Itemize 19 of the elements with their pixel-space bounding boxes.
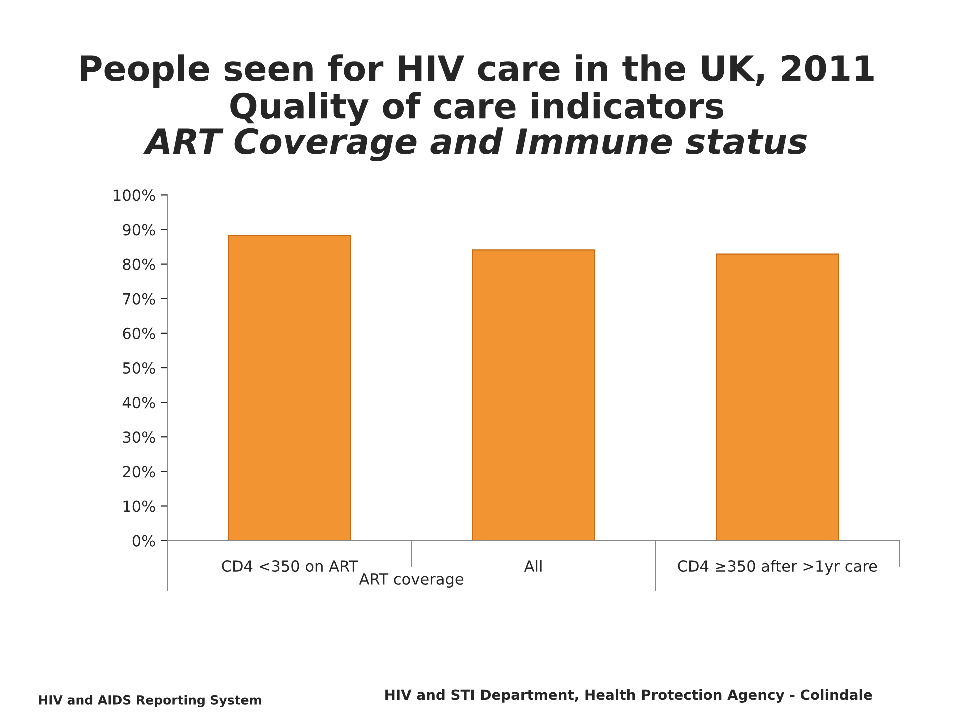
chart-subtitle: ART Coverage and Immune status (143, 128, 808, 162)
x-tick-label: CD4 <350 on ART (222, 560, 358, 572)
y-tick-label: 100% (114, 190, 156, 202)
y-tick-label: 30% (123, 432, 156, 444)
y-tick-label: 90% (123, 224, 156, 236)
y-tick-label: 70% (123, 293, 156, 305)
text: HIV and STI Department, Health Protection Agency - Colindale (386, 689, 872, 704)
x-tick-label: All (524, 560, 542, 572)
y-tick-label: 40% (122, 397, 156, 409)
y-tick-label: 80% (123, 258, 156, 270)
y-tick-label: 60% (123, 328, 156, 340)
chart-title: People seen for HIV care in the UK, 2011 Quality of care indicators (81, 54, 874, 126)
y-tick-label: 10% (124, 500, 156, 512)
text: HIV and AIDS Reporting System (39, 695, 262, 708)
text: ART coverage (359, 574, 464, 588)
y-tick-label: 50% (123, 362, 156, 374)
y-tick-label: 20% (123, 466, 156, 478)
y-tick-label: 0% (132, 535, 156, 547)
x-tick-label: CD4 ≥350 after >1yr care (678, 560, 878, 576)
